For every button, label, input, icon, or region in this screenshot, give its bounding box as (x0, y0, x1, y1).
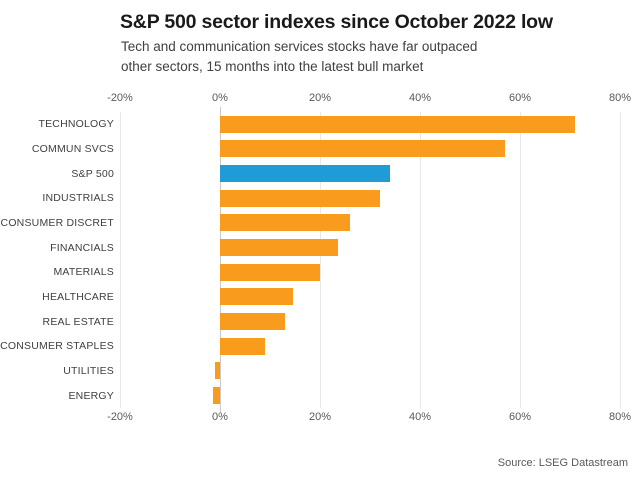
bar-row: REAL ESTATE (0, 309, 640, 334)
gridline (619, 112, 621, 408)
bar-row: CONSUMER DISCRET (0, 211, 640, 236)
axis-tick-label: -20% (107, 92, 133, 104)
bar-row: MATERIALS (0, 260, 640, 285)
bar-row: CONSUMER STAPLES (0, 334, 640, 359)
sector-label: UTILITIES (63, 364, 114, 377)
axis-tick-label: 80% (608, 92, 632, 104)
bar-rows: TECHNOLOGY COMMUN SVCS S&P 500 INDUSTRIALS C… (0, 112, 640, 408)
sector-label: S&P 500 (71, 167, 114, 180)
sector-label: CONSUMER STAPLES (0, 340, 114, 353)
bar-row: HEALTHCARE (0, 285, 640, 310)
sector-bar (212, 387, 220, 405)
axis-tick-label: 60% (508, 411, 532, 423)
bar-row: S&P 500 (0, 161, 640, 186)
sector-bar (220, 337, 265, 355)
sector-bar (220, 165, 390, 183)
sector-label: ENERGY (68, 389, 114, 402)
x-axis-top: -20% 0% 20% 40% 60% 80% (0, 92, 640, 106)
axis-tick-label: 20% (308, 92, 332, 104)
bar-row: UTILITIES (0, 359, 640, 384)
axis-tick-label: 0% (212, 411, 228, 423)
sector-bar (215, 362, 220, 380)
plot-area (119, 107, 621, 413)
bar-row: FINANCIALS (0, 235, 640, 260)
sector-label: MATERIALS (53, 266, 114, 279)
sector-label: HEALTHCARE (42, 290, 114, 303)
x-axis-bottom: -20% 0% 20% 40% 60% 80% (0, 411, 640, 425)
axis-tick-label: 0% (212, 92, 228, 104)
sector-bar (220, 313, 285, 331)
sector-bar (220, 263, 320, 281)
sector-label: CONSUMER DISCRET (0, 216, 114, 229)
bar-row: ENERGY (0, 383, 640, 408)
axis-tick-label: 40% (408, 411, 432, 423)
axis-tick-label: -20% (107, 411, 133, 423)
sector-bar (220, 214, 350, 232)
axis-tick-label: 80% (608, 411, 632, 423)
bar-row: COMMUN SVCS (0, 137, 640, 162)
gridline (319, 112, 321, 408)
sector-bar (220, 239, 338, 257)
sector-label: FINANCIALS (50, 241, 114, 254)
bar-row: INDUSTRIALS (0, 186, 640, 211)
chart-title: S&P 500 sector indexes since October 202… (120, 11, 553, 33)
gridline (119, 112, 121, 408)
axis-tick-label: 60% (508, 92, 532, 104)
axis-tick-label: 20% (308, 411, 332, 423)
sector-label: INDUSTRIALS (42, 192, 114, 205)
gridline (419, 112, 421, 408)
sector-bar (220, 288, 293, 306)
sector-label: COMMUN SVCS (31, 142, 114, 155)
zero-gridline (219, 107, 221, 413)
sector-label: TECHNOLOGY (38, 118, 114, 131)
bar-row: TECHNOLOGY (0, 112, 640, 137)
sector-bar (220, 140, 505, 158)
source-note: Source: LSEG Datastream (497, 457, 628, 469)
sector-bar (220, 189, 380, 207)
sector-label: REAL ESTATE (42, 315, 114, 328)
chart-subtitle: Tech and communication services stocks h… (121, 37, 477, 77)
chart-subtitle-line2: other sectors, 15 months into the latest… (121, 59, 424, 74)
gridline (519, 112, 521, 408)
axis-tick-label: 40% (408, 92, 432, 104)
chart-subtitle-line1: Tech and communication services stocks h… (121, 39, 478, 54)
sector-bar (220, 115, 575, 133)
